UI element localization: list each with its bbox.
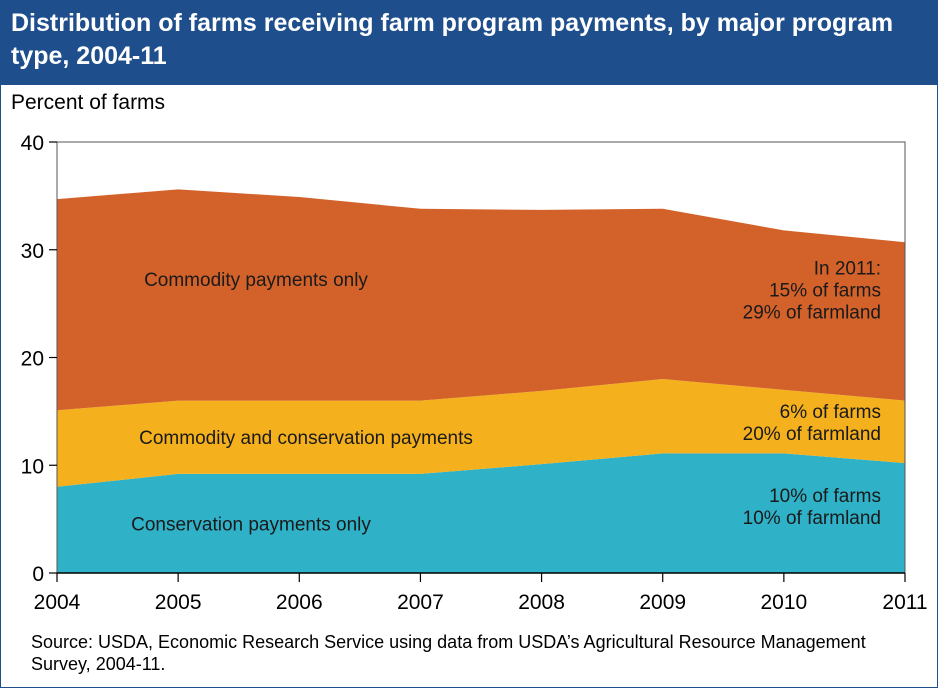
chart-title: Distribution of farms receiving farm pro… (11, 9, 894, 70)
x-tick-label: 2007 (397, 591, 444, 614)
annotation-line: 6% of farms (780, 402, 881, 423)
series-label: Conservation payments only (131, 514, 371, 535)
x-tick-label: 2009 (639, 591, 686, 614)
y-tick-label: 30 (21, 240, 44, 263)
x-tick-label: 2010 (760, 591, 807, 614)
y-axis-label: Percent of farms (11, 91, 166, 114)
annotation-line: 15% of farms (769, 281, 881, 302)
title-bar: Distribution of farms receiving farm pro… (1, 1, 937, 85)
series-label: Commodity and conservation payments (139, 428, 473, 449)
y-tick-label: 0 (32, 563, 44, 586)
annotation-line: In 2011: (814, 259, 881, 280)
annotation-line: 29% of farmland (743, 303, 881, 324)
area-commodity-and-conservation-payments (57, 379, 905, 487)
source-note: Source: USDA, Economic Research Service … (31, 632, 866, 674)
x-tick-label: 2008 (518, 591, 565, 614)
series-label: Commodity payments only (144, 270, 368, 291)
area-commodity-payments-only (57, 189, 905, 411)
annotation-line: 20% of farmland (743, 424, 881, 445)
annotation-line: 10% of farmland (743, 508, 881, 529)
x-tick-label: 2011 (882, 591, 927, 614)
x-tick-label: 2006 (276, 591, 323, 614)
x-tick-label: 2005 (155, 591, 202, 614)
y-tick-label: 20 (21, 348, 44, 371)
y-tick-label: 40 (21, 132, 44, 155)
annotation-line: 10% of farms (769, 486, 881, 507)
area-chart: 0 10 20 30 40 2004 2005 2006 2007 2008 2009 2010 201… (21, 132, 928, 614)
x-tick-label: 2004 (34, 591, 81, 614)
y-tick-label: 10 (21, 455, 44, 478)
area-conservation-payments-only (57, 453, 905, 573)
